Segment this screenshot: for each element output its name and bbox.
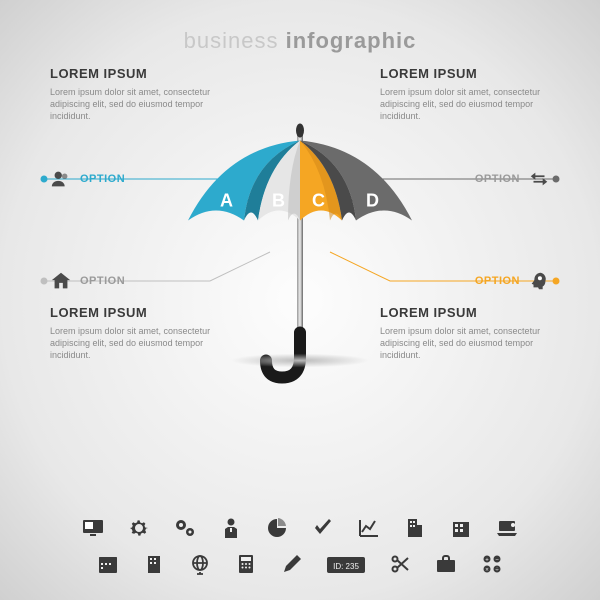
piechart-icon [265,516,289,540]
head-icon [528,270,550,292]
pen-icon [280,552,304,576]
callout-body: Lorem ipsum dolor sit amet, consectetur … [380,325,550,361]
svg-text:×: × [485,568,489,574]
building2-icon [449,516,473,540]
idcard-icon: ID: 235 [326,552,366,576]
segment-label-d: D [366,191,379,211]
infographic-stage: A B C D LOREM IPSUM Lorem ipsum dolor si… [0,60,600,460]
callout-body: Lorem ipsum dolor sit amet, consectetur … [50,86,220,122]
option-label: OPTION [475,275,520,287]
home-icon [50,270,72,292]
check-icon [311,516,335,540]
umbrella-canopy: A B C D [188,141,412,221]
gear-icon [127,516,151,540]
calc2-icon: +−×÷ [480,552,504,576]
option-label: OPTION [80,173,125,185]
monitor-icon [81,516,105,540]
linechart-icon [357,516,381,540]
option-top-right: OPTION [475,168,550,190]
building3-icon [142,552,166,576]
option-bottom-right: OPTION [475,270,550,292]
callout-heading: LOREM IPSUM [380,66,550,81]
umbrella-shadow [230,354,370,368]
segment-label-c: C [312,191,325,211]
callout-top-right: LOREM IPSUM Lorem ipsum dolor sit amet, … [380,66,550,122]
title-word-1: business [184,28,279,53]
callout-body: Lorem ipsum dolor sit amet, consectetur … [380,86,550,122]
svg-text:ID: 235: ID: 235 [333,562,359,571]
building-icon [403,516,427,540]
umbrella-tip [296,124,304,138]
option-top-left: OPTION [50,168,125,190]
svg-text:−: − [495,558,499,564]
arrows-icon [528,168,550,190]
gears-icon [173,516,197,540]
briefcase-icon [434,552,458,576]
footer-icon-grid: ID: 235 +−×÷ [0,516,600,576]
callout-body: Lorem ipsum dolor sit amet, consectetur … [50,325,220,361]
calendar-icon [96,552,120,576]
callout-heading: LOREM IPSUM [50,66,220,81]
globe-icon [188,552,212,576]
callout-bottom-right: LOREM IPSUM Lorem ipsum dolor sit amet, … [380,305,550,361]
callout-heading: LOREM IPSUM [380,305,550,320]
icon-row-2: ID: 235 +−×÷ [96,552,504,576]
icon-row-1 [81,516,519,540]
option-label: OPTION [80,275,125,287]
callout-top-left: LOREM IPSUM Lorem ipsum dolor sit amet, … [50,66,220,122]
svg-text:+: + [485,558,489,564]
laptop-icon [495,516,519,540]
page-title: business infographic [0,0,600,54]
segment-label-b: B [272,191,285,211]
person-icon [219,516,243,540]
scissors-icon [388,552,412,576]
option-label: OPTION [475,173,520,185]
callout-bottom-left: LOREM IPSUM Lorem ipsum dolor sit amet, … [50,305,220,361]
segment-label-a: A [220,191,233,211]
title-word-2: infographic [286,28,417,53]
option-bottom-left: OPTION [50,270,125,292]
users-icon [50,168,72,190]
callout-heading: LOREM IPSUM [50,305,220,320]
calculator-icon [234,552,258,576]
